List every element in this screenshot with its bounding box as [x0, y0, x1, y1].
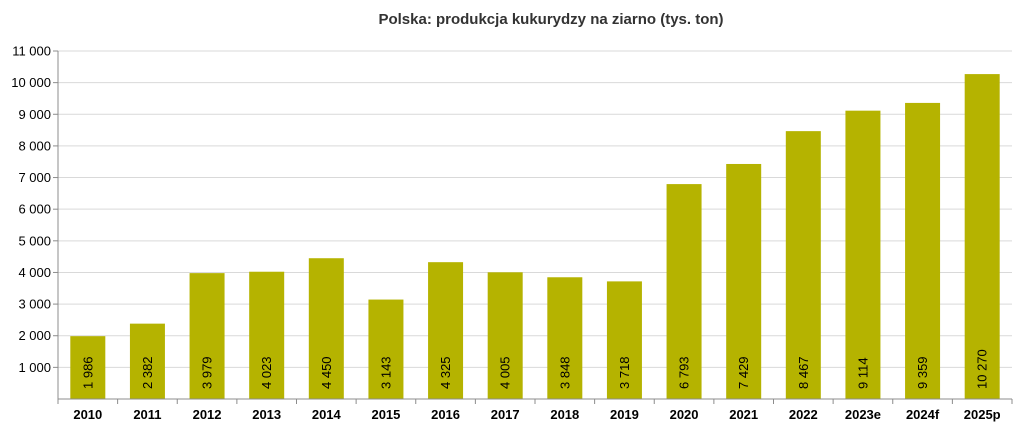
- x-tick-label: 2013: [252, 407, 281, 422]
- bar-2018: [547, 277, 583, 399]
- bar-2019: [606, 281, 642, 399]
- x-tick-label: 2021: [729, 407, 758, 422]
- chart-title: Polska: produkcja kukurydzy na ziarno (t…: [378, 11, 723, 28]
- bar-value-label: 1 986: [80, 356, 95, 389]
- y-tick-label: 3 000: [18, 297, 51, 312]
- bar-value-label: 4 023: [259, 356, 274, 389]
- x-axis-ticks: 2010 2011 2012 2013 2014 2015 2016 2017 2018 2019…: [73, 407, 1000, 422]
- x-tick-label: 2015: [371, 407, 400, 422]
- bar-2023e: [845, 110, 881, 399]
- bar-value-label: 3 979: [200, 356, 215, 389]
- y-tick-label: 9 000: [18, 107, 51, 122]
- bar-value-label: 3 848: [557, 356, 572, 389]
- bar-value-label: 4 005: [498, 356, 513, 389]
- bar-2024f: [905, 102, 941, 399]
- bar-2012: [189, 273, 225, 399]
- y-tick-label: 2 000: [18, 328, 51, 343]
- y-axis-ticks: 1 000 2 000 3 000 4 000 5 000 6 000 7 000 8 000…: [11, 44, 51, 375]
- bar-value-label: 7 429: [736, 356, 751, 389]
- x-tick-label: 2016: [431, 407, 460, 422]
- bar-value-label: 3 718: [617, 356, 632, 389]
- bar-value-label: 9 114: [855, 357, 870, 389]
- x-tick-label: 2011: [133, 407, 161, 422]
- bar-2017: [487, 272, 523, 399]
- bar-2025p: [964, 74, 1000, 399]
- x-tick-label: 2024f: [906, 407, 940, 422]
- axes: [53, 50, 1013, 404]
- x-tick-label: 2017: [491, 407, 520, 422]
- bar-value-label: 2 382: [140, 356, 155, 389]
- bar-2014: [308, 258, 344, 399]
- x-tick-label: 2014: [312, 407, 342, 422]
- bar-value-label: 3 143: [378, 356, 393, 389]
- bar-value-label: 4 325: [438, 356, 453, 389]
- bar-2022: [785, 131, 821, 400]
- bar-value-label: 10 270: [975, 349, 990, 389]
- bar-value-label: 4 450: [319, 356, 334, 389]
- bar-value-label: 6 793: [677, 356, 692, 389]
- x-tick-label: 2019: [610, 407, 639, 422]
- bar-2021: [726, 163, 762, 399]
- bar-2010: [70, 336, 106, 399]
- y-tick-label: 4 000: [18, 265, 51, 280]
- bar-value-label: 9 359: [915, 356, 930, 389]
- x-tick-label: 2010: [73, 407, 102, 422]
- x-tick-label: 2018: [550, 407, 579, 422]
- x-tick-label: 2025p: [964, 407, 1001, 422]
- x-tick-label: 2022: [789, 407, 818, 422]
- y-tick-label: 5 000: [18, 233, 51, 248]
- bar-2013: [249, 271, 285, 399]
- y-tick-label: 1 000: [18, 360, 51, 375]
- y-tick-label: 8 000: [18, 138, 51, 153]
- y-tick-label: 10 000: [11, 75, 51, 90]
- x-tick-label: 2020: [670, 407, 699, 422]
- bar-2016: [428, 262, 464, 399]
- bar-2015: [368, 299, 404, 399]
- x-tick-label: 2023e: [845, 407, 881, 422]
- bars: 1 986 2 382 3 979 4 023 4 450 3 143 4 325 4 005…: [70, 74, 1000, 400]
- y-tick-label: 6 000: [18, 202, 51, 217]
- y-tick-label: 11 000: [12, 44, 51, 59]
- x-tick-label: 2012: [193, 407, 222, 422]
- bar-value-label: 8 467: [796, 356, 811, 389]
- y-tick-label: 7 000: [18, 170, 51, 185]
- bar-2020: [666, 184, 702, 399]
- bar-2011: [129, 323, 165, 399]
